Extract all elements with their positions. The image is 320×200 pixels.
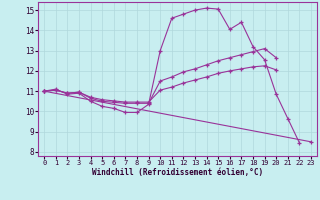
X-axis label: Windchill (Refroidissement éolien,°C): Windchill (Refroidissement éolien,°C) xyxy=(92,168,263,177)
